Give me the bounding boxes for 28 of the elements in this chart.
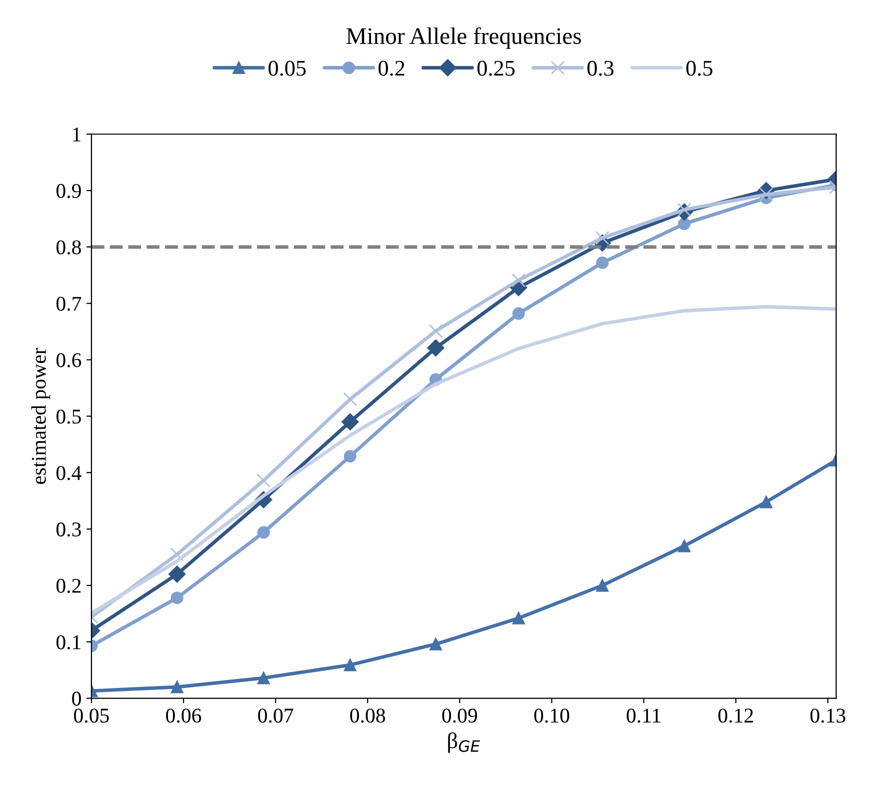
legend-label: 0.25 (477, 60, 515, 76)
y-tick-label: 0.9 (56, 184, 81, 198)
y-tick-label: 0.4 (56, 466, 82, 480)
y-tick-label: 0.1 (56, 635, 80, 650)
y-axis-title: estimated power (31, 348, 50, 484)
x-tick-label: 0.08 (350, 708, 386, 723)
y-tick-label: 0.3 (56, 522, 81, 537)
x-tick-label: 0.09 (442, 708, 478, 723)
y-tick-label: 0.6 (56, 353, 82, 368)
legend-label: 0.5 (686, 60, 712, 76)
legend-label: 0.2 (378, 60, 404, 76)
legend-label: 0.3 (587, 60, 614, 76)
x-tick-label: 0.11 (626, 708, 660, 723)
x-tick-label: 0.12 (718, 708, 753, 723)
x-tick-label: 0.06 (166, 708, 202, 723)
legend-title: Minor Allele frequencies (346, 27, 581, 49)
x-tick-label: 0.10 (534, 708, 570, 723)
y-tick-label: 0.7 (56, 296, 82, 311)
y-tick-label: 1 (73, 128, 80, 142)
y-tick-label: 0.2 (56, 578, 81, 593)
y-tick-label: 0 (72, 692, 81, 706)
x-axis-title: β$_{GE}$ (448, 732, 480, 753)
legend-label: 0.05 (268, 60, 306, 76)
y-tick-label: 0.5 (56, 410, 81, 424)
x-tick-label: 0.13 (810, 708, 846, 723)
x-tick-label: 0.05 (74, 708, 109, 723)
x-tick-label: 0.07 (258, 708, 294, 723)
y-tick-label: 0.8 (56, 240, 81, 254)
